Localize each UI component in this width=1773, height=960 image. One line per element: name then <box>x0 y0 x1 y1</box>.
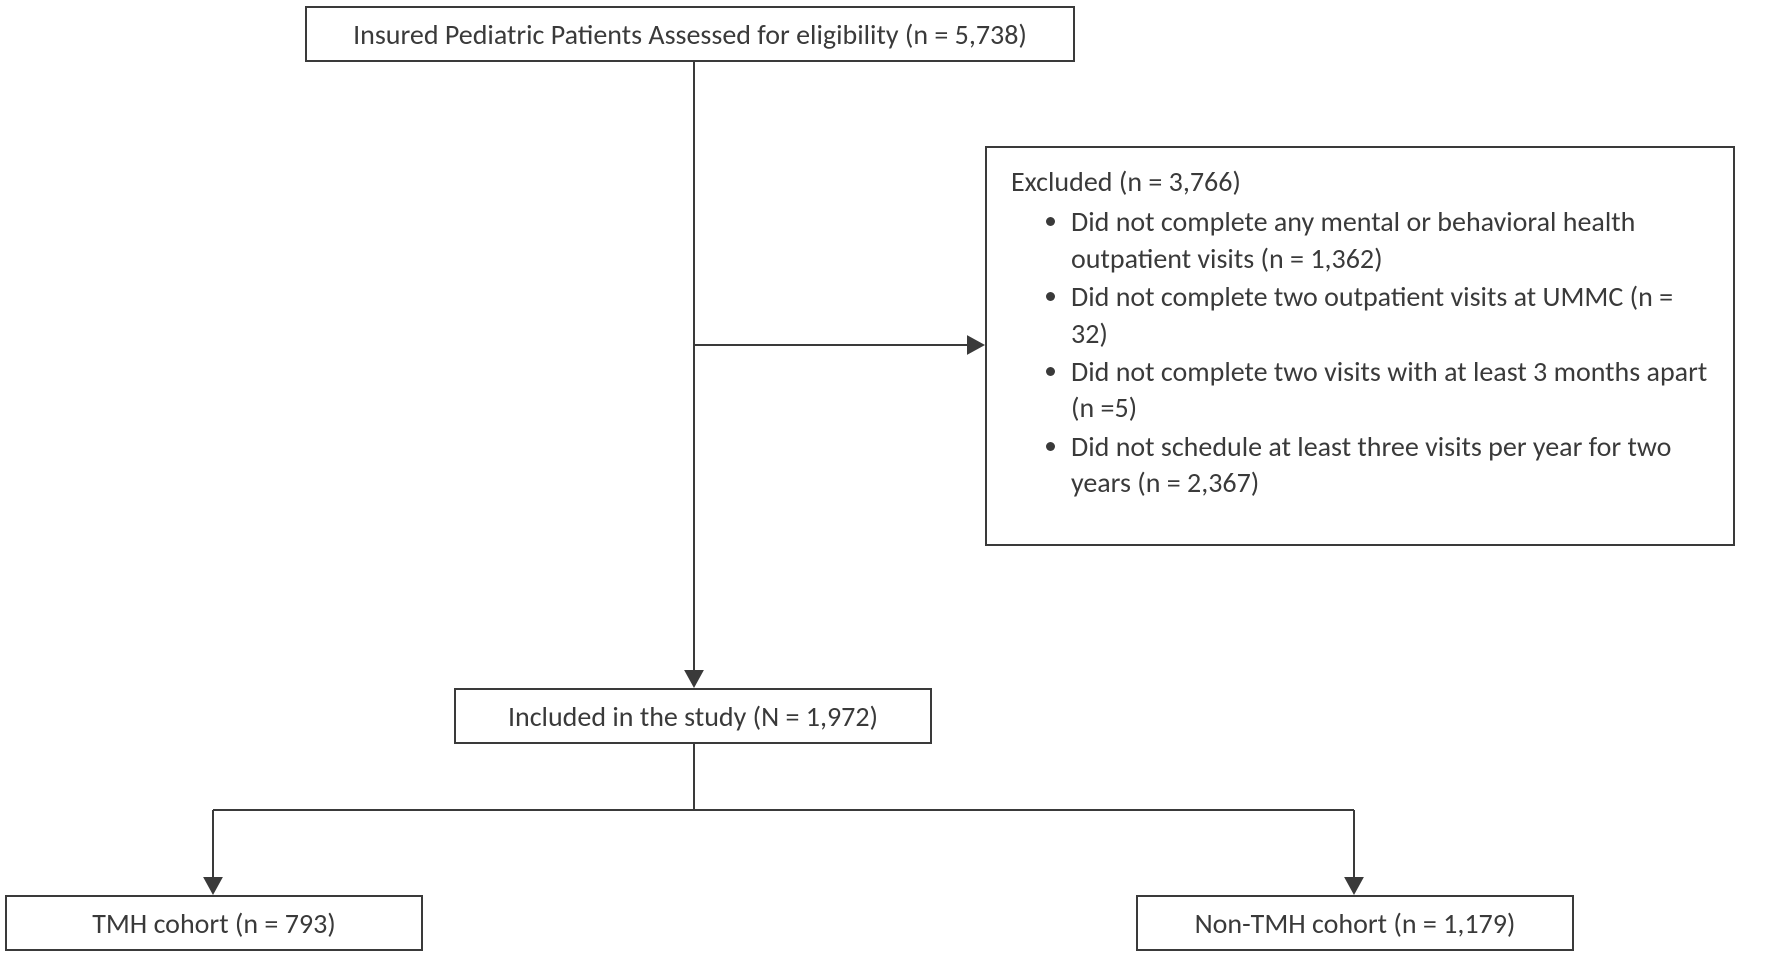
node-assessed: Insured Pediatric Patients Assessed for … <box>305 6 1075 62</box>
excluded-bullet: Did not schedule at least three visits p… <box>1071 429 1713 502</box>
node-excluded-title: Excluded (n = 3,766) <box>1011 164 1713 200</box>
excluded-bullet: Did not complete two visits with at leas… <box>1071 354 1713 427</box>
node-tmh-cohort: TMH cohort (n = 793) <box>5 895 423 951</box>
node-assessed-label: Insured Pediatric Patients Assessed for … <box>353 17 1027 52</box>
node-included-label: Included in the study (N = 1,972) <box>508 699 878 734</box>
excluded-bullet-list: Did not complete any mental or behaviora… <box>1011 204 1713 501</box>
node-nontmh-cohort: Non-TMH cohort (n = 1,179) <box>1136 895 1574 951</box>
node-excluded: Excluded (n = 3,766) Did not complete an… <box>985 146 1735 546</box>
node-included: Included in the study (N = 1,972) <box>454 688 932 744</box>
node-tmh-label: TMH cohort (n = 793) <box>92 906 336 941</box>
flowchart-canvas: Insured Pediatric Patients Assessed for … <box>0 0 1773 960</box>
excluded-bullet: Did not complete any mental or behaviora… <box>1071 204 1713 277</box>
node-nontmh-label: Non-TMH cohort (n = 1,179) <box>1195 906 1516 941</box>
excluded-bullet: Did not complete two outpatient visits a… <box>1071 279 1713 352</box>
